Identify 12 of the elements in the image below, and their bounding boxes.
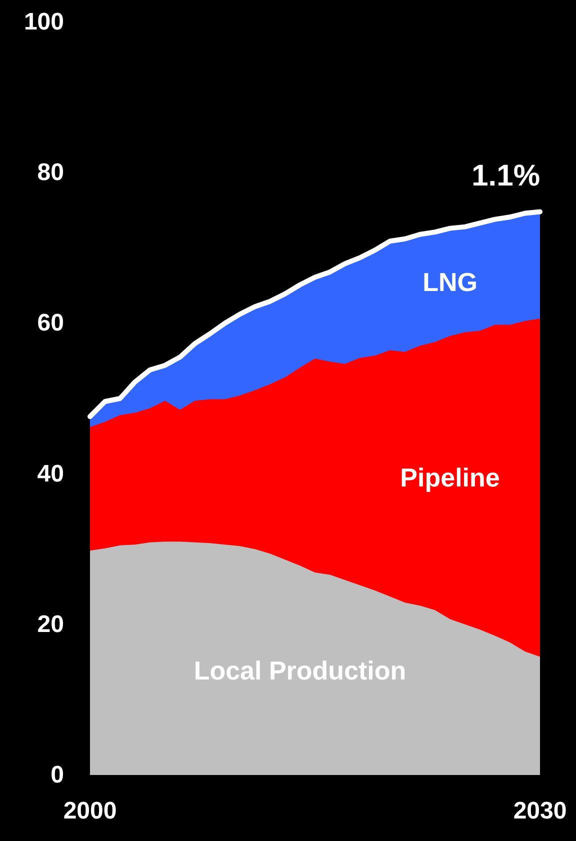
y-tick-label: 0 [50,762,64,788]
annotation: 1.1% [472,159,540,192]
y-tick-label: 20 [37,610,64,638]
series-label: LNG [422,267,478,298]
series-label: Pipeline [400,462,500,493]
y-tick-label: 80 [37,159,64,186]
x-tick-label: 2030 [513,798,567,824]
series-label: Local Production [194,655,406,686]
y-tick-label: 40 [37,460,64,488]
y-tick-label: 60 [37,310,64,337]
y-tick-label: 100 [24,8,64,36]
x-tick-label: 2000 [63,798,117,824]
